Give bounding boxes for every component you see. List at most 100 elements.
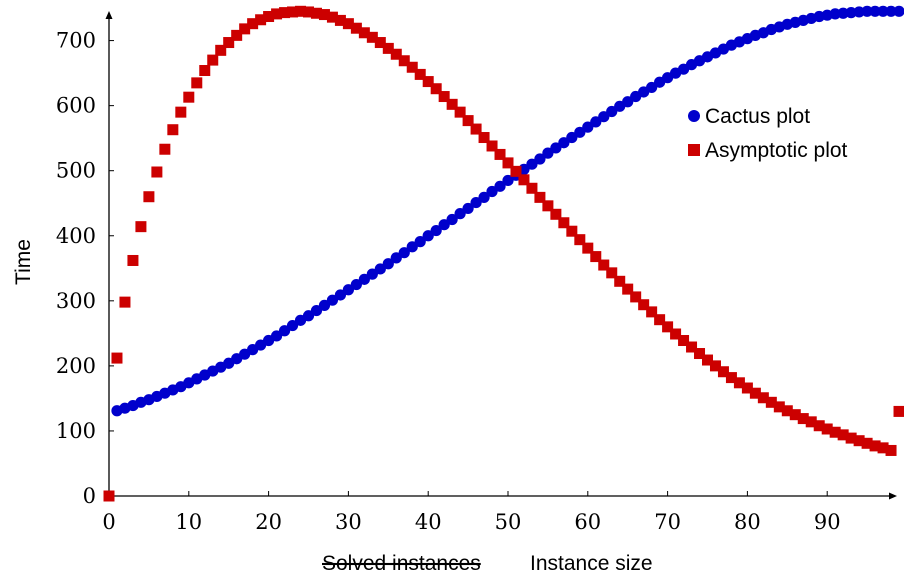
asymptotic-point (462, 115, 474, 127)
asymptotic-point (127, 254, 139, 266)
asymptotic-point (183, 91, 195, 103)
asymptotic-point (590, 251, 602, 263)
x-tick-label: 30 (335, 510, 362, 534)
y-tick-label: 700 (56, 29, 96, 53)
asymptotic-point (247, 18, 259, 30)
asymptotic-point (486, 140, 498, 152)
asymptotic-point (239, 23, 251, 35)
cactus-point (366, 268, 378, 280)
cactus-point (470, 196, 482, 209)
x-tick-label: 90 (814, 510, 841, 534)
asymptotic-point (765, 396, 777, 408)
legend-marker-asymptotic (688, 144, 700, 156)
cactus-point (877, 5, 889, 17)
y-tick-label: 400 (56, 224, 96, 248)
asymptotic-point (326, 11, 338, 23)
asymptotic-point (789, 409, 801, 421)
series-asymptotic-plot (103, 5, 904, 502)
asymptotic-point (542, 200, 554, 212)
series-cactus-plot (111, 5, 904, 417)
asymptotic-point (398, 55, 410, 67)
x-tick-label: 50 (495, 510, 522, 534)
cactus-point (406, 241, 418, 253)
cactus-point (430, 224, 442, 237)
asymptotic-point (318, 9, 330, 21)
asymptotic-point (662, 321, 674, 333)
asymptotic-point (725, 372, 737, 384)
asymptotic-point (143, 191, 155, 203)
asymptotic-point (287, 6, 299, 18)
asymptotic-point (159, 143, 171, 155)
asymptotic-point (654, 314, 666, 326)
asymptotic-point (709, 360, 721, 372)
asymptotic-point (853, 435, 865, 447)
asymptotic-point (781, 405, 793, 417)
cactus-point (566, 131, 578, 144)
y-tick-label: 100 (56, 419, 96, 443)
cactus-point (270, 330, 283, 342)
asymptotic-point (630, 291, 642, 303)
x-tick-label: 80 (734, 510, 761, 534)
x-tick-label: 60 (574, 510, 601, 534)
asymptotic-point (422, 76, 434, 88)
cactus-point (286, 319, 299, 332)
cactus-point (326, 294, 339, 306)
asymptotic-point (606, 267, 618, 279)
cactus-point (342, 284, 354, 296)
cactus-point (358, 273, 370, 285)
asymptotic-point (550, 208, 562, 220)
asymptotic-point (598, 259, 610, 271)
cactus-point (590, 116, 602, 128)
asymptotic-point (845, 432, 857, 444)
asymptotic-point (119, 296, 131, 308)
cactus-point (302, 310, 315, 322)
asymptotic-point (279, 7, 291, 19)
asymptotic-point (694, 348, 706, 360)
x-tick-label: 0 (102, 510, 115, 534)
cactus-point (374, 263, 386, 275)
cactus-point (606, 105, 618, 118)
asymptotic-point (470, 123, 482, 135)
asymptotic-point (151, 166, 163, 178)
cactus-point (845, 7, 857, 19)
cactus-point (861, 5, 873, 17)
cactus-point (334, 289, 347, 301)
y-ticks: 0 100 200 300 400 500 600 700 (56, 29, 114, 508)
asymptotic-point (558, 217, 570, 229)
x-tick-label: 70 (654, 510, 681, 534)
cactus-point (582, 121, 594, 133)
asymptotic-point (502, 157, 514, 169)
cactus-point (414, 236, 426, 248)
cactus-point (534, 153, 546, 165)
legend-marker-cactus (688, 110, 700, 122)
x-axis-arrow (889, 492, 897, 500)
asymptotic-point (526, 182, 538, 194)
x-ticks: 0 10 20 30 40 50 60 70 80 90 (102, 491, 841, 534)
asymptotic-point (167, 124, 179, 136)
x-tick-label: 40 (415, 510, 442, 534)
asymptotic-point (885, 444, 897, 456)
asymptotic-point (837, 429, 849, 441)
asymptotic-point (741, 382, 753, 394)
asymptotic-point (207, 54, 219, 66)
asymptotic-point (478, 132, 490, 144)
cactus-point (398, 247, 410, 259)
asymptotic-point (893, 405, 904, 417)
asymptotic-point (303, 6, 314, 18)
cactus-point (829, 8, 841, 20)
cactus-point (853, 6, 865, 18)
asymptotic-point (869, 440, 881, 452)
asymptotic-point (582, 242, 594, 254)
asymptotic-point (350, 22, 362, 34)
cactus-point (390, 252, 402, 264)
asymptotic-point (574, 234, 586, 246)
cactus-point (502, 174, 514, 187)
legend-label-cactus: Cactus plot (705, 105, 810, 128)
asymptotic-point (749, 387, 761, 399)
cactus-point (278, 325, 291, 337)
asymptotic-point (111, 352, 123, 364)
asymptotic-point (231, 29, 243, 41)
asymptotic-point (135, 221, 147, 233)
asymptotic-point (382, 42, 394, 54)
asymptotic-point (255, 14, 267, 26)
